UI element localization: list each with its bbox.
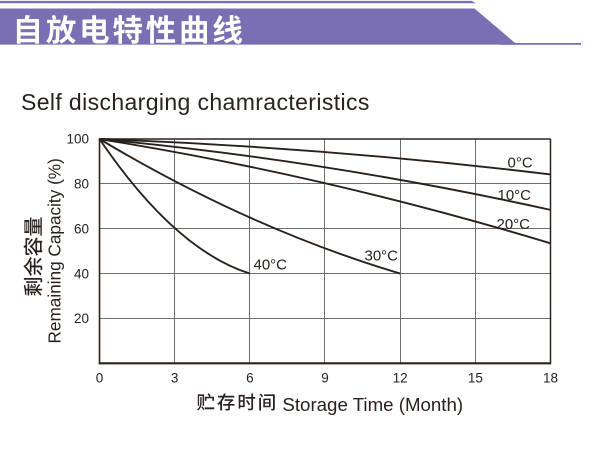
svg-text:6: 6 xyxy=(246,371,254,386)
svg-text:Self discharging chamracterist: Self discharging chamracteristics xyxy=(21,89,370,115)
svg-text:9: 9 xyxy=(321,371,329,386)
svg-text:0: 0 xyxy=(96,371,104,386)
svg-text:30°C: 30°C xyxy=(365,247,399,264)
svg-text:Remaining Capacity (%): Remaining Capacity (%) xyxy=(45,158,65,343)
svg-text:3: 3 xyxy=(171,371,179,386)
svg-text:12: 12 xyxy=(393,371,408,386)
svg-text:40°C: 40°C xyxy=(254,256,288,273)
svg-text:18: 18 xyxy=(543,371,558,386)
svg-text:Storage Time (Month): Storage Time (Month) xyxy=(282,394,463,415)
svg-text:10°C: 10°C xyxy=(498,187,532,204)
svg-text:80: 80 xyxy=(74,177,89,192)
svg-text:0°C: 0°C xyxy=(508,154,533,171)
svg-text:15: 15 xyxy=(468,371,483,386)
svg-text:20: 20 xyxy=(74,311,89,326)
svg-text:20°C: 20°C xyxy=(497,216,531,233)
svg-text:100: 100 xyxy=(66,132,89,147)
svg-text:60: 60 xyxy=(74,221,89,236)
svg-text:40: 40 xyxy=(74,266,89,281)
